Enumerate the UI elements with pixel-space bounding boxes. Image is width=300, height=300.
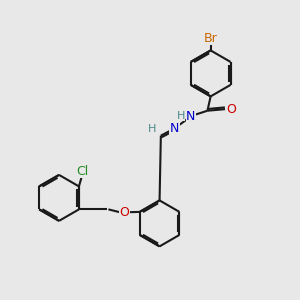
Text: H: H [176,111,185,121]
Text: Br: Br [204,32,218,45]
Text: Cl: Cl [76,165,88,178]
Text: N: N [186,110,196,123]
Text: N: N [169,122,179,135]
Text: O: O [226,103,236,116]
Text: O: O [119,206,129,219]
Text: H: H [148,124,156,134]
